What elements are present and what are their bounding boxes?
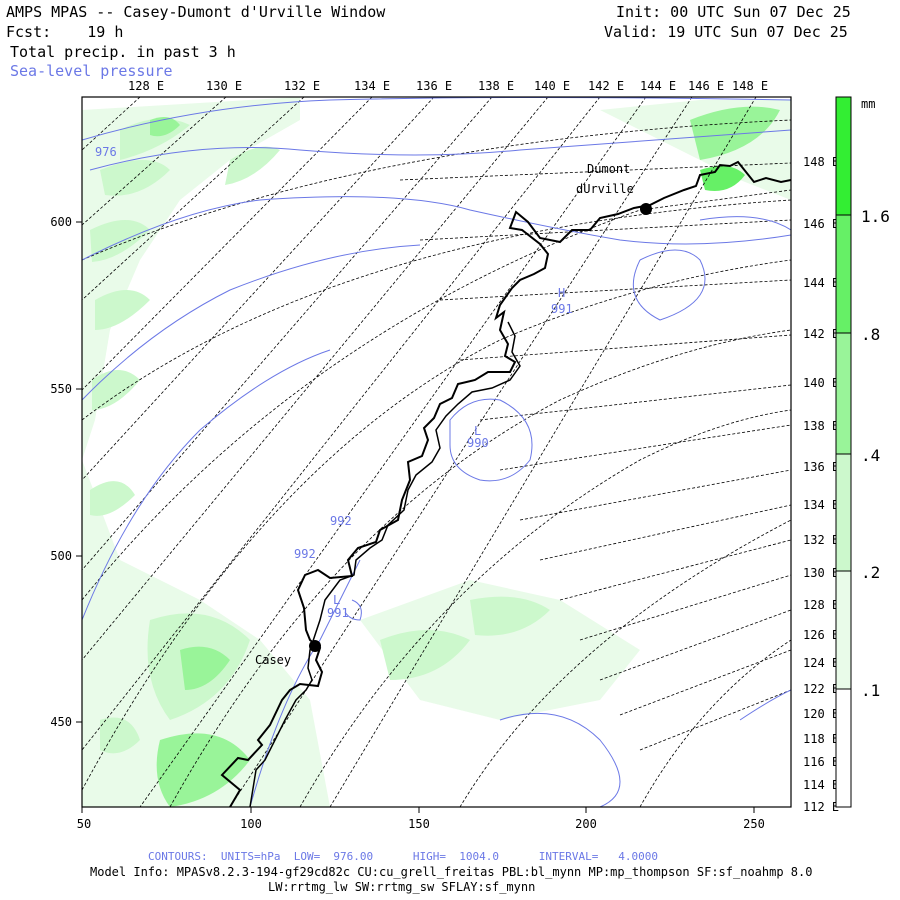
svg-text:122 E: 122 E xyxy=(803,682,839,696)
svg-text:146 E: 146 E xyxy=(803,217,839,231)
physics-info: LW:rrtmg_lw SW:rrtmg_sw SFLAY:sf_mynn xyxy=(268,880,536,894)
colorbar-band xyxy=(836,97,851,215)
field-name: Total precip. in past 3 h xyxy=(10,43,236,61)
top-lon-labels: 128 E 130 E 132 E 134 E 136 E 138 E 140 … xyxy=(128,79,768,93)
colorbar-label: .8 xyxy=(861,325,880,344)
y-axis xyxy=(76,221,82,723)
y-axis-labels: 600 550 500 450 xyxy=(50,215,72,729)
latitude-grid xyxy=(82,119,791,807)
meridian-fan xyxy=(399,162,791,751)
svg-text:126 E: 126 E xyxy=(803,628,839,642)
svg-text:144 E: 144 E xyxy=(803,276,839,290)
svg-text:116 E: 116 E xyxy=(803,755,839,769)
precip-shading xyxy=(82,97,791,807)
svg-text:600: 600 xyxy=(50,215,72,229)
svg-text:148 E: 148 E xyxy=(803,155,839,169)
svg-text:142 E: 142 E xyxy=(588,79,624,93)
svg-text:200: 200 xyxy=(575,817,597,831)
svg-text:140 E: 140 E xyxy=(803,376,839,390)
colorbar-unit: mm xyxy=(861,97,875,111)
contour-label: 991 xyxy=(551,302,573,316)
svg-text:134 E: 134 E xyxy=(803,498,839,512)
map-area: 976 991 990 992 992 991 H L L Dumont dUr… xyxy=(82,97,791,807)
x-axis xyxy=(81,807,755,813)
station-label-dumont-2: dUrville xyxy=(576,182,634,196)
svg-text:118 E: 118 E xyxy=(803,732,839,746)
svg-text:146 E: 146 E xyxy=(688,79,724,93)
svg-text:112 E: 112 E xyxy=(803,800,839,814)
svg-text:136 E: 136 E xyxy=(416,79,452,93)
high-center: H xyxy=(558,286,565,300)
contour-info: CONTOURS: UNITS=hPa LOW= 976.00 HIGH= 10… xyxy=(148,850,658,863)
svg-text:142 E: 142 E xyxy=(803,327,839,341)
svg-text:130 E: 130 E xyxy=(803,566,839,580)
svg-text:250: 250 xyxy=(743,817,765,831)
forecast-hour: Fcst: 19 h xyxy=(6,23,124,41)
model-info: Model Info: MPASv8.2.3-194-gf29cd82c CU:… xyxy=(90,865,813,879)
svg-text:550: 550 xyxy=(50,382,72,396)
svg-text:128 E: 128 E xyxy=(803,598,839,612)
svg-text:450: 450 xyxy=(50,715,72,729)
colorbar-band xyxy=(836,689,851,807)
svg-text:130 E: 130 E xyxy=(206,79,242,93)
contour-label: 992 xyxy=(330,514,352,528)
contour-label: 990 xyxy=(467,436,489,450)
svg-text:120 E: 120 E xyxy=(803,707,839,721)
init-time: Init: 00 UTC Sun 07 Dec 25 xyxy=(616,3,851,21)
station-marker-casey xyxy=(309,640,321,652)
colorbar-labels: mm 1.6 .8 .4 .2 .1 xyxy=(861,97,890,700)
colorbar-band xyxy=(836,333,851,454)
contour-label: 976 xyxy=(95,145,117,159)
station-label-casey: Casey xyxy=(255,653,291,667)
valid-time: Valid: 19 UTC Sun 07 Dec 25 xyxy=(604,23,848,41)
colorbar-frame xyxy=(835,96,852,808)
svg-text:134 E: 134 E xyxy=(354,79,390,93)
colorbar-band xyxy=(836,571,851,689)
svg-text:138 E: 138 E xyxy=(803,419,839,433)
window-title: AMPS MPAS -- Casey-Dumont d'Urville Wind… xyxy=(6,3,386,21)
pressure-labels: 976 991 990 992 992 991 H L L xyxy=(95,145,573,620)
svg-text:148 E: 148 E xyxy=(732,79,768,93)
svg-text:100: 100 xyxy=(240,817,262,831)
colorbar-label: .2 xyxy=(861,563,880,582)
colorbar-label: .4 xyxy=(861,446,880,465)
svg-text:150: 150 xyxy=(408,817,430,831)
colorbar-band xyxy=(836,215,851,333)
low-center: L xyxy=(474,424,481,438)
map-frame xyxy=(81,96,792,808)
colorbar xyxy=(835,96,852,808)
contour-label: 992 xyxy=(294,547,316,561)
svg-text:132 E: 132 E xyxy=(803,533,839,547)
svg-text:132 E: 132 E xyxy=(284,79,320,93)
contour-label: 991 xyxy=(327,606,349,620)
coastline-inner xyxy=(249,321,521,807)
colorbar-label: .1 xyxy=(861,681,880,700)
svg-text:500: 500 xyxy=(50,549,72,563)
colorbar-label: 1.6 xyxy=(861,207,890,226)
svg-text:114 E: 114 E xyxy=(803,778,839,792)
station-label-dumont: Dumont xyxy=(587,162,630,176)
svg-text:138 E: 138 E xyxy=(478,79,514,93)
low-center: L xyxy=(333,593,340,607)
svg-text:136 E: 136 E xyxy=(803,460,839,474)
svg-text:50: 50 xyxy=(77,817,91,831)
right-lon-labels: 148 E 146 E 144 E 142 E 140 E 138 E 136 … xyxy=(803,155,839,814)
svg-text:144 E: 144 E xyxy=(640,79,676,93)
svg-text:124 E: 124 E xyxy=(803,656,839,670)
svg-text:140 E: 140 E xyxy=(534,79,570,93)
colorbar-band xyxy=(836,454,851,571)
svg-text:128 E: 128 E xyxy=(128,79,164,93)
station-marker-dumont xyxy=(640,203,652,215)
x-axis-labels: 50 100 150 200 250 xyxy=(77,817,765,831)
overlay-name: Sea-level pressure xyxy=(10,62,173,80)
